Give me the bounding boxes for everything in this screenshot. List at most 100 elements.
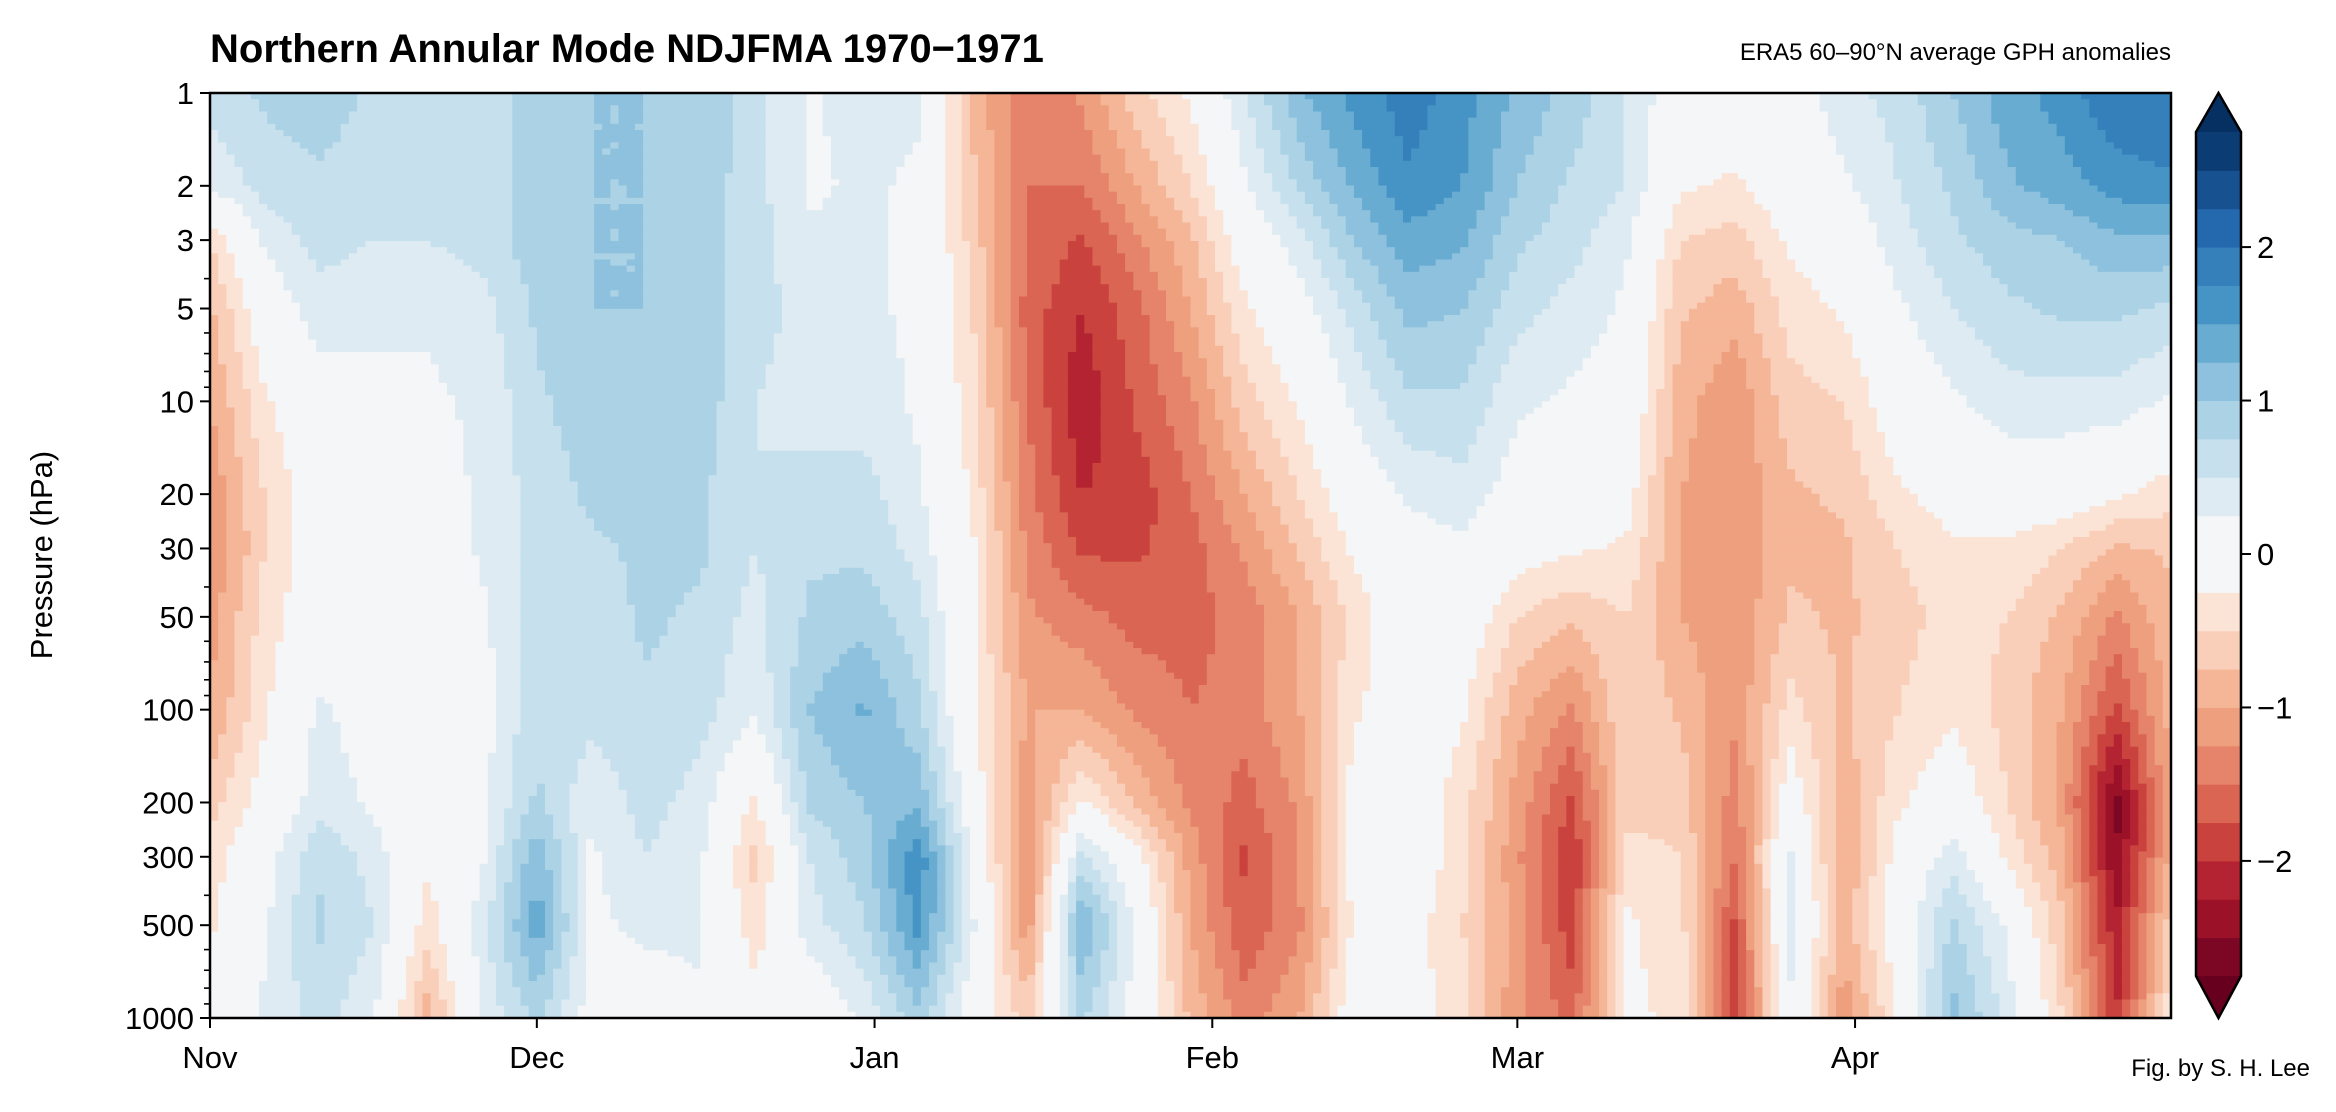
contour-cell — [218, 228, 260, 236]
contour-cell — [1648, 401, 1657, 409]
contour-cell — [1451, 746, 1478, 754]
contour-cell — [994, 160, 1012, 168]
contour-cell — [259, 364, 440, 372]
contour-cell — [471, 530, 522, 538]
contour-cell — [1746, 234, 1780, 242]
contour-cell — [643, 222, 726, 230]
contour-cell — [1010, 308, 1020, 316]
contour-cell — [2064, 703, 2082, 711]
contour-cell — [1100, 413, 1134, 421]
contour-cell — [1885, 771, 1919, 779]
contour-cell — [1149, 339, 1175, 347]
contour-cell — [994, 197, 1012, 205]
contour-cell — [1648, 358, 1666, 365]
contour-cell — [1018, 487, 1036, 495]
contour-cell — [520, 555, 620, 563]
contour-cell — [1925, 247, 1976, 254]
contour-cell — [210, 685, 236, 692]
contour-cell — [1582, 672, 1600, 680]
contour-cell — [1198, 438, 1224, 446]
contour-cell — [871, 469, 922, 476]
contour-cell — [1010, 481, 1020, 489]
contour-cell — [724, 691, 775, 698]
contour-cell — [495, 715, 522, 723]
contour-cell — [316, 339, 505, 347]
contour-cell — [2121, 752, 2139, 760]
contour-cell — [953, 339, 979, 347]
contour-cell — [1313, 444, 1371, 452]
contour-cell — [1664, 537, 1682, 544]
contour-cell — [1370, 210, 1404, 217]
contour-cell — [1321, 672, 1339, 680]
contour-cell — [724, 308, 783, 316]
contour-cell — [1541, 598, 1608, 606]
contour-cell — [2154, 641, 2172, 649]
contour-cell — [814, 715, 897, 723]
contour-cell — [2081, 691, 2099, 698]
contour-cell — [1754, 629, 1780, 637]
contour-cell — [1182, 160, 1208, 168]
contour-cell — [2089, 259, 2172, 267]
contour-cell — [495, 691, 522, 698]
contour-cell — [1754, 444, 1788, 452]
contour-cell — [1035, 752, 1069, 760]
contour-cell — [1010, 765, 1020, 772]
contour-cell — [479, 580, 522, 587]
contour-cell — [210, 333, 219, 341]
contour-cell — [1631, 253, 1665, 261]
contour-cell — [1909, 308, 1960, 316]
contour-cell — [250, 308, 301, 316]
contour-cell — [1345, 629, 1371, 637]
contour-cell — [430, 358, 505, 365]
contour-cell — [978, 722, 995, 729]
contour-cell — [210, 228, 219, 236]
contour-cell — [692, 759, 726, 766]
contour-cell — [1296, 709, 1322, 717]
contour-cell — [1043, 321, 1077, 328]
contour-cell — [1190, 302, 1208, 310]
contour-cell — [1656, 654, 1698, 661]
contour-cell — [1215, 204, 1257, 211]
contour-cell — [1852, 419, 1878, 427]
contour-cell — [1010, 352, 1028, 359]
contour-cell — [978, 567, 987, 575]
contour-cell — [1517, 771, 1535, 779]
contour-cell — [1321, 691, 1339, 698]
contour-cell — [781, 321, 897, 328]
contour-cell — [888, 512, 930, 520]
contour-cell — [969, 142, 995, 150]
contour-cell — [1402, 210, 1429, 217]
contour-cell — [724, 197, 767, 205]
contour-cell — [1672, 222, 1723, 230]
contour-cell — [2089, 771, 2099, 779]
contour-cell — [1737, 173, 1853, 180]
contour-cell — [561, 444, 718, 452]
contour-cell — [210, 327, 219, 335]
contour-cell — [1370, 660, 1478, 668]
contour-cell — [2032, 715, 2066, 723]
contour-cell — [1288, 382, 1347, 390]
contour-cell — [1746, 376, 1772, 384]
contour-cell — [210, 389, 227, 396]
contour-cell — [994, 493, 1012, 501]
contour-cell — [920, 463, 963, 470]
contour-cell — [1582, 746, 1600, 754]
contour-cell — [259, 376, 440, 384]
contour-cell — [1664, 228, 1706, 236]
contour-cell — [1206, 450, 1232, 458]
contour-cell — [234, 426, 252, 433]
contour-cell — [978, 185, 995, 193]
contour-cell — [2113, 142, 2172, 150]
contour-cell — [291, 530, 473, 538]
contour-cell — [1304, 567, 1330, 575]
contour-cell — [618, 117, 644, 125]
contour-cell — [1492, 173, 1518, 180]
contour-cell — [577, 500, 710, 507]
contour-cell — [259, 586, 293, 594]
contour-cell — [1231, 117, 1257, 125]
contour-cell — [1296, 617, 1322, 624]
contour-cell — [1247, 506, 1281, 513]
contour-cell — [1010, 222, 1028, 230]
contour-cell — [1174, 777, 1232, 785]
contour-cell — [1664, 333, 1682, 341]
